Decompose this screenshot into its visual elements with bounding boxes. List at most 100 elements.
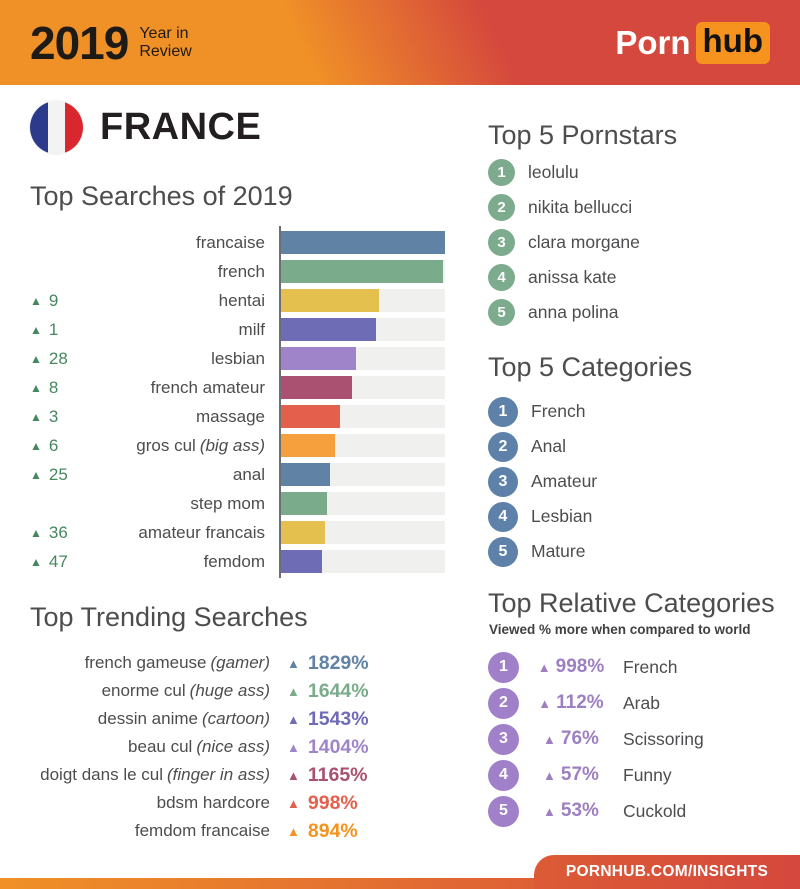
search-term-text: amateur francais xyxy=(138,522,265,542)
search-term-text: lesbian xyxy=(211,348,265,368)
bar-track xyxy=(281,260,445,283)
search-term-text: french xyxy=(217,261,265,281)
trending-term-text: bdsm hardcore xyxy=(156,793,270,812)
rank-number-badge: 1 xyxy=(488,651,519,683)
bar xyxy=(281,347,357,370)
up-triangle-icon: ▲ xyxy=(543,731,556,747)
trending-term-label: dessin anime (cartoon) xyxy=(30,709,270,729)
rank-change-value: 36 xyxy=(48,522,68,542)
trending-row: french gameuse (gamer) ▲ 1829% xyxy=(30,649,369,677)
pornstar-item: 3 clara morgane xyxy=(488,225,640,260)
footer-url[interactable]: PORNHUB.COM/INSIGHTS xyxy=(565,863,769,880)
chart-row: ▲ francaise xyxy=(30,228,445,257)
rank-change-value: 28 xyxy=(48,348,68,368)
trending-percent-value: 894% xyxy=(307,819,358,842)
bar xyxy=(281,318,377,341)
relative-percent: ▲ 998% xyxy=(528,656,614,678)
search-term-translation: (big ass) xyxy=(199,435,265,455)
rank-number-badge: 4 xyxy=(488,264,515,291)
relative-categories-subtitle: Viewed % more when compared to world xyxy=(489,622,751,637)
search-term-label: french xyxy=(80,262,279,282)
category-item: 4 Lesbian xyxy=(488,499,597,534)
trending-percent-value: 1829% xyxy=(307,651,369,674)
top-searches-chart: ▲ francaise ▲ french xyxy=(30,226,445,578)
pornstars-list: 1 leolulu 2 nikita bellucci 3 clara morg… xyxy=(488,155,640,330)
category-name: Lesbian xyxy=(531,506,593,526)
logo-porn-text: Porn xyxy=(615,23,691,61)
chart-row: ▲ 36 amateur francais xyxy=(30,518,445,547)
chart-row: ▲ 25 anal xyxy=(30,460,445,489)
search-term-text: french amateur xyxy=(150,377,265,397)
relative-category-item: 4 ▲ 57% Funny xyxy=(488,757,704,793)
search-term-label: lesbian xyxy=(80,349,279,369)
up-triangle-icon: ▲ xyxy=(538,695,552,711)
bar-track xyxy=(281,521,445,544)
bar xyxy=(281,260,444,283)
chart-row: ▲ 9 hentai xyxy=(30,286,445,315)
trending-term-text: dessin anime xyxy=(97,709,198,728)
relative-percent-value: 76% xyxy=(560,728,599,749)
footer-url-block[interactable]: PORNHUB.COM/INSIGHTS xyxy=(534,855,800,889)
pornhub-logo: Porn hub xyxy=(615,21,770,64)
up-triangle-icon: ▲ xyxy=(287,683,300,699)
rank-change-value: 3 xyxy=(48,406,59,426)
category-item: 5 Mature xyxy=(488,534,597,569)
trending-term-label: doigt dans le cul (finger in ass) xyxy=(30,765,270,785)
relative-category-item: 2 ▲ 112% Arab xyxy=(488,685,704,721)
category-item: 3 Amateur xyxy=(488,464,597,499)
categories-list: 1 French 2 Anal 3 Amateur 4 Lesbian 5 Ma… xyxy=(488,394,597,569)
header-banner: 2019 Year in Review Porn hub xyxy=(0,0,800,85)
trending-term-translation: (cartoon) xyxy=(201,709,270,728)
rank-change: ▲ 28 xyxy=(30,349,80,369)
relative-category-name: Arab xyxy=(623,692,660,713)
pornstar-item: 2 nikita bellucci xyxy=(488,190,640,225)
bar-track xyxy=(281,231,445,254)
rank-change-value: 6 xyxy=(48,435,59,455)
chart-row: ▲ 28 lesbian xyxy=(30,344,445,373)
chart-axis-line xyxy=(279,226,281,578)
trending-term-label: enorme cul (huge ass) xyxy=(30,681,270,701)
up-triangle-icon: ▲ xyxy=(30,525,42,540)
search-term-text: massage xyxy=(196,406,265,426)
up-triangle-icon: ▲ xyxy=(30,467,42,482)
trending-term-label: femdom francaise xyxy=(30,821,270,841)
relative-percent: ▲ 76% xyxy=(528,728,614,750)
trending-percent: ▲ 1644% xyxy=(287,680,369,703)
rank-change-value: 9 xyxy=(48,290,59,310)
search-term-label: hentai xyxy=(80,291,279,311)
search-term-label: anal xyxy=(80,465,279,485)
trending-term-label: beau cul (nice ass) xyxy=(30,737,270,757)
rank-number-badge: 2 xyxy=(488,194,515,221)
relative-category-name: French xyxy=(623,656,678,677)
trending-term-translation: (nice ass) xyxy=(196,737,270,756)
search-term-text: femdom xyxy=(203,551,265,571)
trending-percent-value: 1165% xyxy=(307,763,368,786)
trending-title: Top Trending Searches xyxy=(30,602,308,632)
pornstar-name: clara morgane xyxy=(528,232,640,252)
relative-percent-value: 112% xyxy=(556,692,604,713)
trending-term-text: femdom francaise xyxy=(134,821,270,840)
relative-percent-value: 57% xyxy=(560,764,599,785)
trending-percent: ▲ 1165% xyxy=(287,764,368,787)
year-subtitle: Year in Review xyxy=(139,25,191,61)
bar-track xyxy=(281,434,445,457)
rank-change-value: 47 xyxy=(48,551,68,571)
relative-category-item: 5 ▲ 53% Cuckold xyxy=(488,793,704,829)
trending-percent-value: 1644% xyxy=(307,679,369,702)
trending-percent-value: 1543% xyxy=(307,707,369,730)
pornstar-item: 5 anna polina xyxy=(488,295,640,330)
bar-track xyxy=(281,492,445,515)
chart-row: ▲ 3 massage xyxy=(30,402,445,431)
trending-term-text: doigt dans le cul xyxy=(40,765,164,784)
footer-gradient-strip xyxy=(0,878,800,889)
category-name: French xyxy=(531,401,586,421)
trending-term-translation: (finger in ass) xyxy=(167,765,270,784)
bar xyxy=(281,405,341,428)
up-triangle-icon: ▲ xyxy=(30,351,42,366)
trending-row: dessin anime (cartoon) ▲ 1543% xyxy=(30,705,369,733)
country-header: FRANCE xyxy=(30,101,261,154)
rank-change-value: 1 xyxy=(48,319,59,339)
trending-term-label: bdsm hardcore xyxy=(30,793,270,813)
bar xyxy=(281,463,331,486)
